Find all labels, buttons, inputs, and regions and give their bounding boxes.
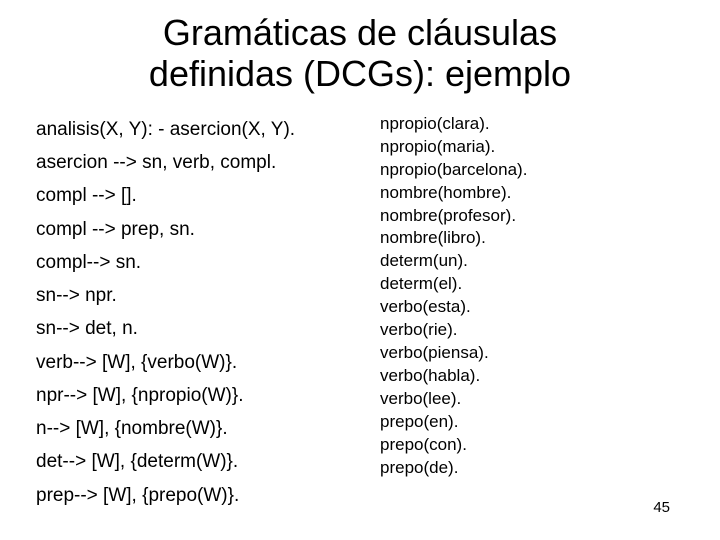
- rule-line: analisis(X, Y): - asercion(X, Y).: [36, 113, 376, 146]
- slide-title: Gramáticas de cláusulas definidas (DCGs)…: [0, 0, 720, 95]
- title-line-1: Gramáticas de cláusulas: [0, 12, 720, 53]
- lexicon-column: npropio(clara). npropio(maria). npropio(…: [376, 113, 676, 512]
- rule-line: compl --> prep, sn.: [36, 213, 376, 246]
- rule-line: sn--> det, n.: [36, 312, 376, 345]
- fact-line: verbo(rie).: [380, 319, 676, 342]
- rule-line: det--> [W], {determ(W)}.: [36, 445, 376, 478]
- fact-line: determ(el).: [380, 273, 676, 296]
- rule-line: compl --> [].: [36, 179, 376, 212]
- rule-line: prep--> [W], {prepo(W)}.: [36, 479, 376, 512]
- grammar-rules-column: analisis(X, Y): - asercion(X, Y). aserci…: [36, 113, 376, 512]
- fact-line: nombre(hombre).: [380, 182, 676, 205]
- rule-line: compl--> sn.: [36, 246, 376, 279]
- rule-line: verb--> [W], {verbo(W)}.: [36, 346, 376, 379]
- fact-line: verbo(piensa).: [380, 342, 676, 365]
- fact-line: verbo(lee).: [380, 388, 676, 411]
- fact-line: nombre(profesor).: [380, 205, 676, 228]
- fact-line: prepo(con).: [380, 434, 676, 457]
- fact-line: verbo(habla).: [380, 365, 676, 388]
- fact-line: determ(un).: [380, 250, 676, 273]
- fact-line: npropio(maria).: [380, 136, 676, 159]
- page-number: 45: [653, 499, 670, 516]
- fact-line: npropio(barcelona).: [380, 159, 676, 182]
- content-area: analisis(X, Y): - asercion(X, Y). aserci…: [0, 95, 720, 512]
- rule-line: sn--> npr.: [36, 279, 376, 312]
- rule-line: asercion --> sn, verb, compl.: [36, 146, 376, 179]
- fact-line: prepo(de).: [380, 457, 676, 480]
- fact-line: prepo(en).: [380, 411, 676, 434]
- rule-line: npr--> [W], {npropio(W)}.: [36, 379, 376, 412]
- title-line-2: definidas (DCGs): ejemplo: [0, 53, 720, 94]
- fact-line: verbo(esta).: [380, 296, 676, 319]
- rule-line: n--> [W], {nombre(W)}.: [36, 412, 376, 445]
- fact-line: npropio(clara).: [380, 113, 676, 136]
- fact-line: nombre(libro).: [380, 227, 676, 250]
